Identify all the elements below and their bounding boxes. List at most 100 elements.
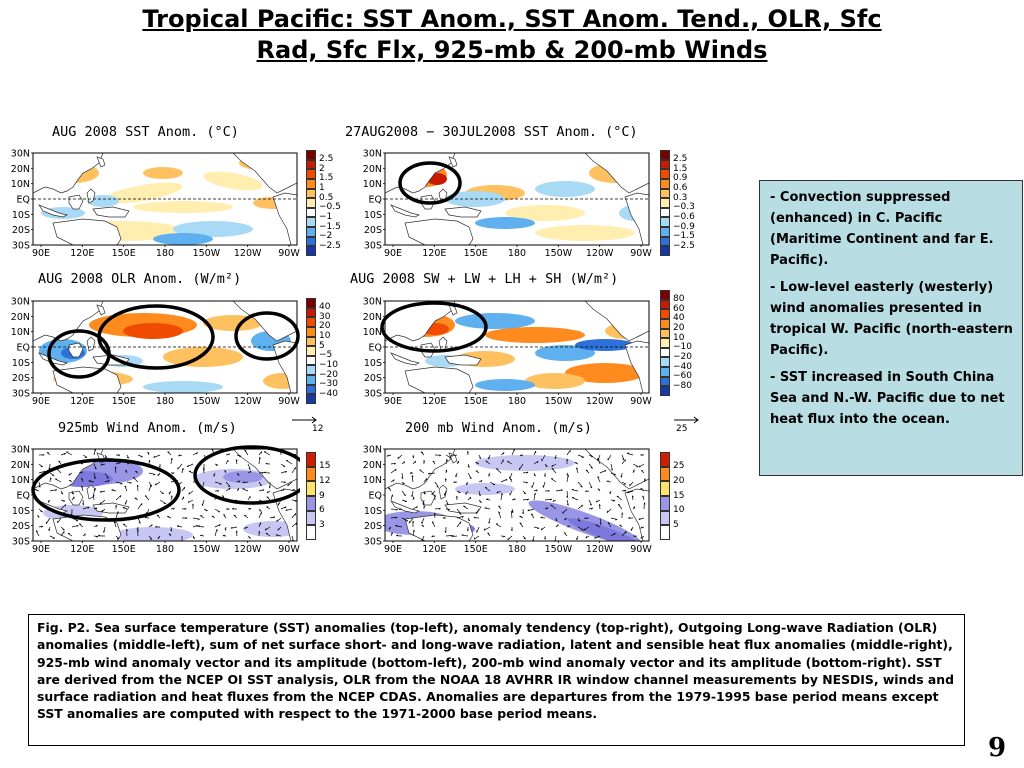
highlight-circle — [193, 445, 300, 505]
lat-tick-label: 20S — [12, 521, 30, 532]
sst-map-title: AUG 2008 SST Anom. (°C) — [52, 124, 239, 140]
legend-swatch — [306, 365, 316, 376]
legend-swatch — [660, 227, 670, 237]
legend-swatch — [660, 299, 670, 310]
lat-tick-label: 30N — [363, 149, 382, 160]
legend-swatch — [660, 481, 670, 496]
lat-tick-label: 20N — [11, 460, 30, 471]
legend-swatch — [306, 188, 316, 199]
lat-tick-label: 10S — [364, 506, 382, 517]
legend-swatch — [306, 159, 316, 170]
legend-swatch — [306, 217, 316, 228]
lat-tick-label: 10N — [363, 179, 382, 190]
lon-tick-label: 120E — [422, 248, 446, 259]
legend-label: 80 — [673, 294, 685, 305]
lon-tick-label: 90E — [32, 544, 50, 555]
legend-swatch — [306, 394, 316, 404]
legend-swatch — [306, 496, 316, 511]
legend-label: 40 — [319, 302, 331, 313]
lat-tick-label: 10S — [12, 210, 30, 221]
lon-tick-label: 120W — [586, 396, 614, 407]
legend-swatch — [306, 298, 316, 308]
lat-tick-label: 10N — [11, 327, 30, 338]
legend-label: −30 — [319, 379, 338, 390]
legend-label: 9 — [319, 490, 325, 501]
legend-label: −20 — [673, 351, 692, 362]
legend-swatch — [306, 198, 316, 208]
lon-tick-label: 150E — [464, 544, 488, 555]
legend-label: −0.5 — [319, 202, 341, 213]
note-item: - Convection suppressed (enhanced) in C.… — [770, 190, 994, 268]
lat-tick-label: EQ — [369, 491, 382, 502]
lat-tick-label: 10N — [363, 327, 382, 338]
legend-label: 5 — [673, 519, 679, 530]
lon-tick-label: 90E — [384, 544, 402, 555]
lon-tick-label: 120E — [422, 396, 446, 407]
legend-label: 0.3 — [673, 192, 688, 203]
w925-color-legend: 15 12 9 6 3 — [306, 452, 346, 540]
legend-label: 15 — [319, 461, 331, 472]
lat-tick-label: 20N — [11, 312, 30, 323]
legend-swatch — [660, 290, 670, 300]
legend-swatch — [660, 188, 670, 199]
lon-tick-label: 90E — [384, 248, 402, 259]
lat-tick-label: 20N — [363, 460, 382, 471]
lat-tick-label: 10N — [11, 179, 30, 190]
lat-tick-label: 30S — [364, 241, 382, 252]
legend-label: 25 — [673, 461, 685, 472]
olr-map-title: AUG 2008 OLR Anom. (W/m²) — [38, 271, 242, 287]
lat-tick-label: 20S — [12, 225, 30, 236]
legend-label: −0.3 — [673, 202, 695, 213]
lon-tick-label: 150E — [464, 248, 488, 259]
lat-tick-label: EQ — [17, 343, 30, 354]
legend-label: 1.5 — [673, 163, 688, 174]
w200-reference-vector: 25 — [672, 416, 702, 434]
legend-label: 10 — [673, 332, 685, 343]
lat-tick-label: 30S — [12, 537, 30, 548]
legend-label: −2.5 — [319, 240, 341, 251]
highlight-circle — [234, 311, 300, 361]
legend-swatch — [306, 150, 316, 160]
lon-tick-label: 150E — [112, 544, 136, 555]
lon-tick-label: 90W — [278, 396, 300, 407]
lat-tick-label: 30S — [364, 537, 382, 548]
legend-swatch — [660, 357, 670, 368]
legend-label: 0.6 — [673, 183, 688, 194]
tend-color-legend: 2.5 1.5 0.9 0.6 0.3 −0.3 −0.6 −0.9 −1.5 −2.5 — [660, 150, 700, 256]
lat-tick-label: 30N — [11, 297, 30, 308]
lat-tick-label: 20S — [364, 373, 382, 384]
w925-map-title: 925mb Wind Anom. (m/s) — [58, 420, 237, 436]
lon-tick-label: 120W — [234, 248, 262, 259]
legend-swatch — [306, 227, 316, 237]
legend-swatch — [660, 309, 670, 319]
legend-swatch — [660, 525, 670, 540]
reference-arrow-icon — [674, 416, 699, 424]
highlight-circle — [47, 329, 111, 379]
legend-swatch — [660, 159, 670, 170]
legend-label: 6 — [319, 505, 325, 516]
legend-swatch — [660, 318, 670, 329]
lat-tick-label: 30S — [12, 241, 30, 252]
lon-tick-label: 90W — [630, 396, 652, 407]
legend-label: −80 — [673, 380, 692, 391]
lon-tick-label: 150W — [193, 396, 221, 407]
legend-swatch — [306, 236, 316, 247]
legend-label: −40 — [319, 388, 338, 399]
legend-label: −10 — [319, 359, 338, 370]
legend-swatch — [306, 510, 316, 526]
w200-color-legend: 25 20 15 10 5 — [660, 452, 700, 540]
legend-swatch — [306, 326, 316, 337]
legend-label: 30 — [319, 311, 331, 322]
lon-tick-label: 150W — [193, 544, 221, 555]
lon-tick-label: 120W — [234, 396, 262, 407]
lat-tick-label: EQ — [369, 195, 382, 206]
legend-swatch — [306, 336, 316, 347]
lat-tick-label: 10S — [12, 358, 30, 369]
lon-tick-label: 180 — [508, 248, 526, 259]
note-item: - SST increased in South China Sea and N… — [770, 370, 1005, 427]
lon-tick-label: 90W — [278, 544, 300, 555]
w925-reference-value: 12 — [312, 424, 324, 434]
